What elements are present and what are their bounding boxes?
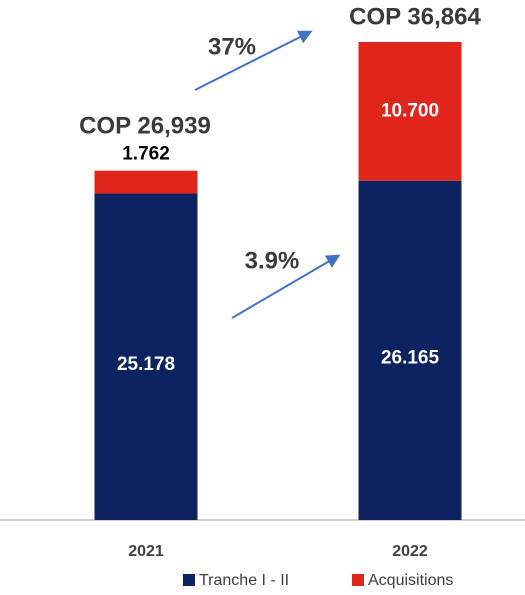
- growth-arrow: [194, 30, 313, 91]
- bar-segment: [358, 42, 462, 181]
- bar-segment: [358, 180, 462, 520]
- data-label: 25.178: [117, 354, 175, 375]
- x-tick-label: 2022: [392, 543, 428, 560]
- bar-segment: [94, 170, 198, 194]
- bar-segment: [94, 193, 198, 520]
- annotation: COP 26,939: [79, 112, 211, 139]
- legend-label: Acquisitions: [368, 572, 453, 589]
- growth-arrow: [231, 254, 341, 319]
- annotation: COP 36,864: [349, 3, 481, 30]
- data-label: 26.165: [381, 347, 440, 368]
- legend-swatch: [183, 574, 195, 586]
- legend-label: Tranche I - II: [199, 572, 289, 589]
- annotation: 3.9%: [245, 247, 300, 274]
- x-tick-label: 2021: [128, 543, 164, 560]
- annotation: 37%: [208, 33, 256, 60]
- data-label: 1.762: [122, 144, 170, 165]
- legend-swatch: [352, 574, 364, 586]
- data-label: 10.700: [381, 100, 439, 121]
